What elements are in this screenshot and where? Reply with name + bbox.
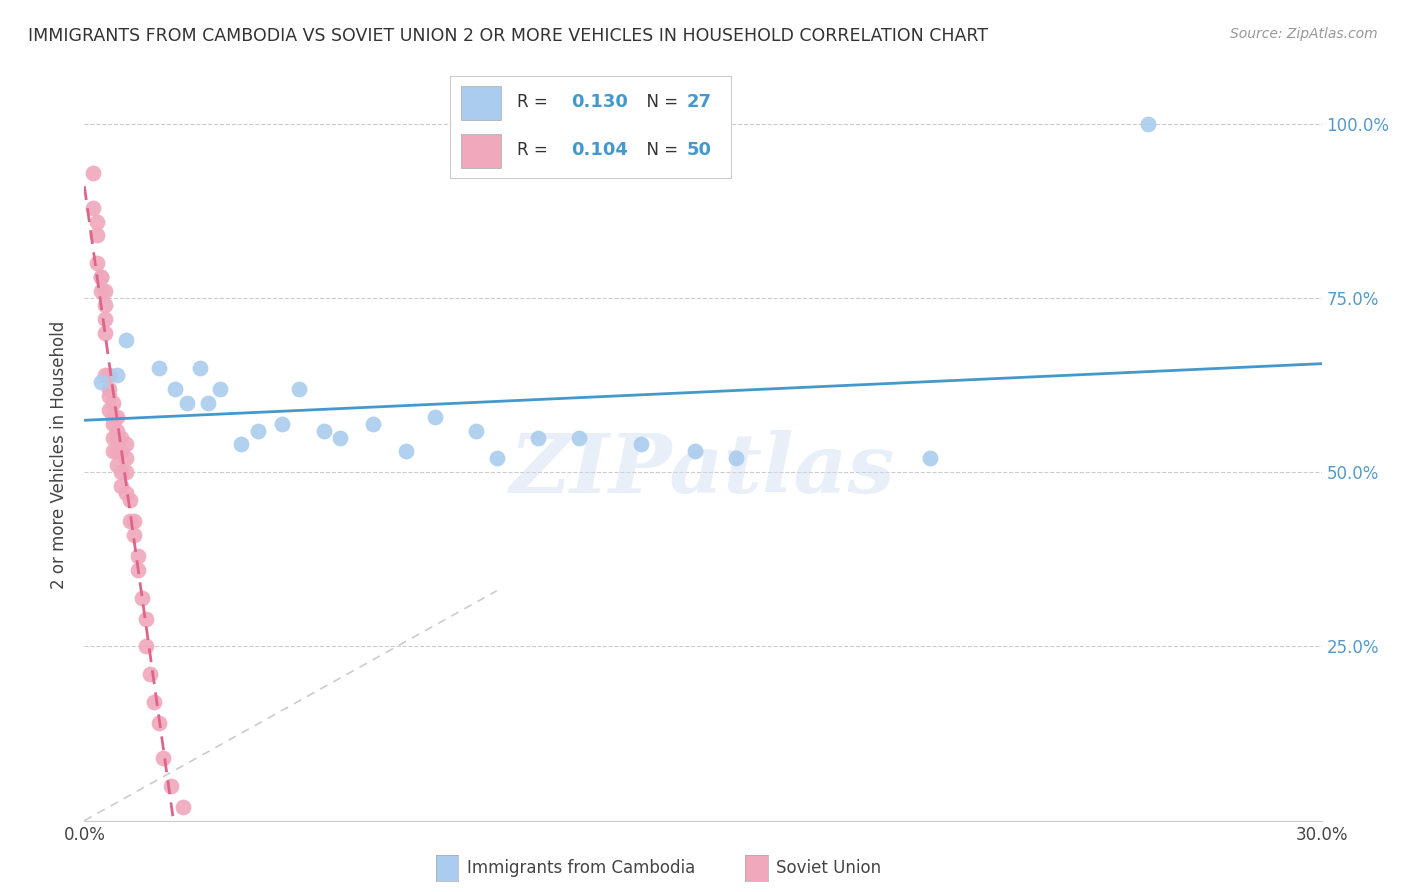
Point <box>110 479 132 493</box>
Point <box>329 430 352 444</box>
Point <box>105 430 128 444</box>
Point <box>188 360 211 375</box>
Point <box>127 563 149 577</box>
Point <box>90 270 112 285</box>
Point <box>630 437 652 451</box>
Text: Immigrants from Cambodia: Immigrants from Cambodia <box>467 859 695 877</box>
Point <box>90 270 112 285</box>
Point <box>103 395 125 409</box>
Point <box>527 430 550 444</box>
Point <box>94 284 117 298</box>
Point <box>176 395 198 409</box>
Point <box>114 486 136 500</box>
Point <box>86 256 108 270</box>
Text: 0.130: 0.130 <box>571 94 627 112</box>
Point <box>110 466 132 480</box>
Bar <box>461 135 501 168</box>
Point <box>312 424 335 438</box>
Point <box>114 333 136 347</box>
Point <box>114 451 136 466</box>
Text: R =: R = <box>517 94 554 112</box>
Text: 27: 27 <box>686 94 711 112</box>
Point <box>103 417 125 431</box>
Point <box>98 382 121 396</box>
Text: N =: N = <box>636 94 683 112</box>
Text: Soviet Union: Soviet Union <box>776 859 882 877</box>
Point <box>127 549 149 563</box>
Point <box>94 298 117 312</box>
Point <box>135 612 157 626</box>
Point <box>82 201 104 215</box>
Point <box>485 451 508 466</box>
Point <box>271 417 294 431</box>
Point <box>82 166 104 180</box>
Point <box>103 430 125 444</box>
Point <box>423 409 446 424</box>
Point <box>724 451 747 466</box>
Point <box>94 312 117 326</box>
Point <box>114 466 136 480</box>
Point <box>131 591 153 605</box>
Point <box>152 751 174 765</box>
Point <box>86 228 108 243</box>
Point <box>103 409 125 424</box>
Text: 50: 50 <box>686 141 711 159</box>
Point <box>103 444 125 458</box>
Point <box>172 799 194 814</box>
Point <box>110 430 132 444</box>
Point <box>110 444 132 458</box>
Point <box>143 695 166 709</box>
Point <box>90 375 112 389</box>
Point <box>98 402 121 417</box>
Text: IMMIGRANTS FROM CAMBODIA VS SOVIET UNION 2 OR MORE VEHICLES IN HOUSEHOLD CORRELA: IMMIGRANTS FROM CAMBODIA VS SOVIET UNION… <box>28 27 988 45</box>
Point <box>209 382 232 396</box>
Point <box>98 368 121 382</box>
Point <box>465 424 488 438</box>
Point <box>139 667 162 681</box>
Point <box>90 284 112 298</box>
Text: N =: N = <box>636 141 683 159</box>
Point <box>568 430 591 444</box>
Point <box>86 214 108 228</box>
Point <box>118 493 141 508</box>
Point <box>114 437 136 451</box>
Point <box>165 382 187 396</box>
Y-axis label: 2 or more Vehicles in Household: 2 or more Vehicles in Household <box>51 321 69 589</box>
Text: Source: ZipAtlas.com: Source: ZipAtlas.com <box>1230 27 1378 41</box>
Point <box>229 437 252 451</box>
Point <box>122 514 145 528</box>
Point <box>105 409 128 424</box>
Point <box>135 640 157 654</box>
Point <box>395 444 418 458</box>
Point <box>361 417 384 431</box>
Point <box>197 395 219 409</box>
Point <box>105 368 128 382</box>
Point <box>288 382 311 396</box>
Point <box>122 528 145 542</box>
Point <box>148 360 170 375</box>
Point <box>246 424 269 438</box>
Bar <box>461 87 501 120</box>
Point <box>98 389 121 403</box>
Point <box>683 444 706 458</box>
Point <box>118 514 141 528</box>
Point <box>1137 117 1160 131</box>
Point <box>94 326 117 340</box>
Text: 0.104: 0.104 <box>571 141 627 159</box>
Point <box>105 444 128 458</box>
Point <box>94 368 117 382</box>
Text: ZIPatlas: ZIPatlas <box>510 430 896 509</box>
Point <box>918 451 941 466</box>
Point <box>148 716 170 731</box>
Point <box>160 779 183 793</box>
Point <box>105 458 128 473</box>
Point <box>105 424 128 438</box>
Text: R =: R = <box>517 141 554 159</box>
